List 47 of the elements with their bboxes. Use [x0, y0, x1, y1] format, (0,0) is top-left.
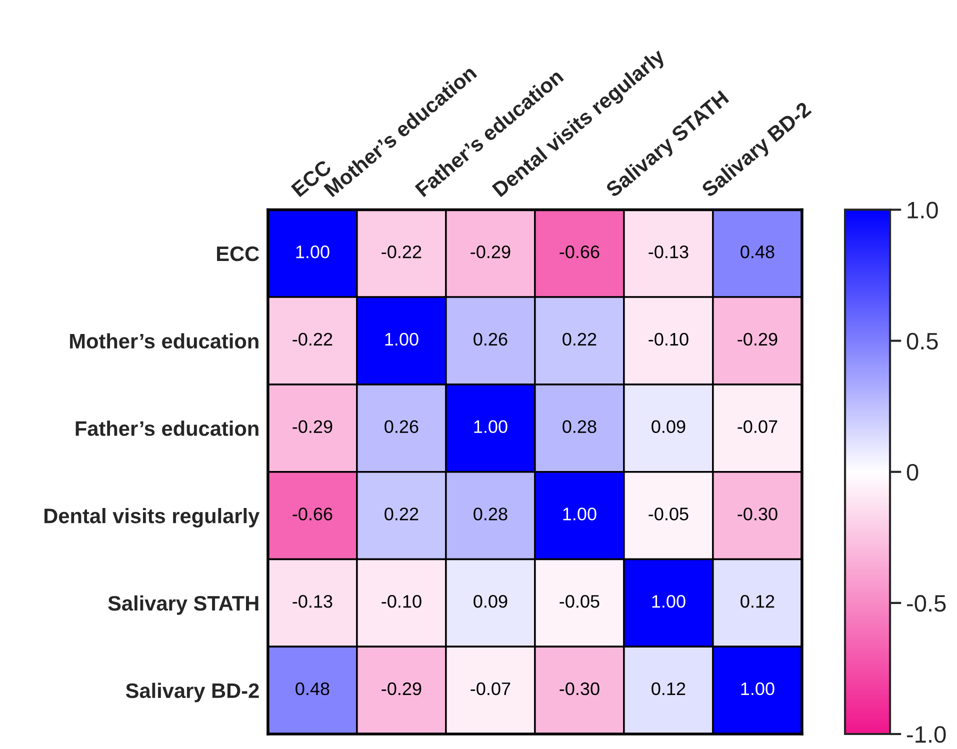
data-label: 0.12	[740, 595, 774, 608]
data-label: -0.10	[382, 595, 422, 608]
data-label: -0.22	[292, 332, 332, 346]
color-bar-label: 1.0	[908, 202, 938, 219]
data-label: 0.28	[562, 420, 596, 434]
color-bar-label: 0.5	[906, 332, 938, 350]
data-label: -0.29	[738, 332, 778, 346]
data-label: 0.12	[652, 682, 686, 696]
data-label: -0.22	[382, 245, 422, 258]
data-label: 0.28	[474, 508, 508, 520]
data-label: 0.48	[296, 682, 330, 696]
y-tick-label: Salivary STATH	[108, 595, 258, 615]
data-label: -0.66	[560, 245, 600, 258]
data-label: -0.05	[648, 508, 688, 520]
color-bar-label: -1.0	[907, 726, 946, 743]
color-bar-label: -0.5	[907, 595, 946, 612]
data-label: -0.13	[648, 245, 688, 258]
data-label: -0.05	[560, 595, 600, 608]
color-bar-label: 0	[906, 464, 918, 481]
data-label: 0.26	[474, 332, 508, 346]
data-label: 0.22	[562, 332, 596, 346]
data-label: -0.29	[382, 682, 422, 696]
y-tick-label: Mother’s education	[70, 333, 258, 349]
data-label: 1.00	[385, 332, 418, 346]
data-label: -0.30	[560, 682, 600, 696]
data-label: 0.09	[652, 420, 686, 434]
y-tick-label: Salivary BD-2	[126, 682, 259, 702]
y-tick-label: Father’s education	[76, 420, 258, 436]
data-label: 1.00	[296, 245, 330, 258]
data-label: 1.00	[474, 420, 508, 434]
data-label: 1.00	[563, 508, 596, 520]
data-label: 0.22	[384, 508, 418, 520]
data-label: -0.29	[292, 420, 332, 434]
data-label: 0.48	[740, 245, 774, 258]
data-label: -0.29	[470, 245, 510, 258]
data-label: 1.00	[652, 595, 686, 608]
data-label: -0.30	[738, 508, 778, 520]
y-tick-label: Dental visits regularly	[44, 508, 260, 528]
data-label: -0.66	[292, 508, 332, 520]
data-label: -0.07	[470, 682, 510, 696]
y-tick-label: ECC	[217, 246, 260, 262]
data-label: -0.13	[292, 595, 332, 608]
data-label: -0.07	[738, 420, 778, 434]
data-label: 0.26	[384, 420, 418, 434]
data-label: -0.10	[648, 332, 688, 346]
data-label: 0.09	[474, 595, 508, 608]
data-label: 1.00	[741, 682, 774, 696]
